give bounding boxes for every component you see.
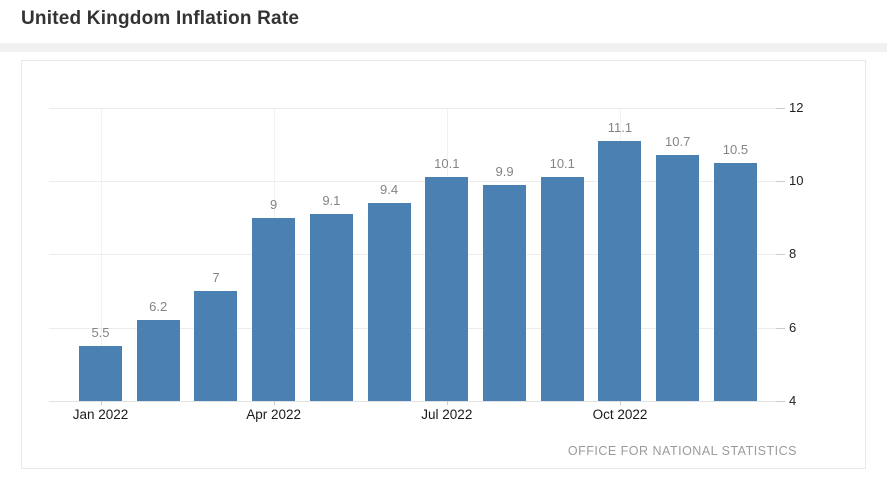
bar-jan-2022[interactable] [79, 346, 122, 401]
plot-area: 4 6 8 10 12 5.5 6.2 7 9 9.1 9.4 10.1 9.9 10.1 11.1 10.7… [22, 61, 865, 468]
bar-value-label: 9.1 [322, 193, 341, 208]
y-axis-label: 12 [789, 99, 804, 115]
x-axis-label: Jul 2022 [421, 407, 473, 422]
y-axis-tick [776, 327, 785, 329]
bar-value-label: 11.1 [607, 119, 633, 135]
bar-jul-2022[interactable] [425, 177, 469, 401]
chart-card: 4 6 8 10 12 5.5 6.2 7 9 9.1 9.4 10.1 9.9 10.1 11.1 10.7… [21, 60, 866, 469]
bar-feb-2022[interactable] [136, 320, 180, 401]
y-axis-tick [776, 107, 785, 109]
bar-jun-2022[interactable] [367, 203, 411, 401]
bar-value-label: 6.2 [149, 299, 168, 315]
x-axis-tick [100, 401, 102, 405]
horizontal-gridline [49, 327, 776, 329]
bar-value-label: 10.5 [722, 141, 749, 157]
header-divider-strip [0, 43, 887, 52]
bar-mar-2022[interactable] [194, 291, 238, 401]
x-axis-tick [273, 401, 275, 405]
title-bar: United Kingdom Inflation Rate [0, 0, 887, 43]
horizontal-gridline [49, 107, 776, 109]
horizontal-gridline [49, 401, 776, 402]
bar-oct-2022[interactable] [598, 140, 642, 401]
bar-value-label: 10.1 [549, 156, 575, 172]
bar-sep-2022[interactable] [540, 177, 584, 401]
chart-source-attribution: OFFICE FOR NATIONAL STATISTICS [567, 444, 797, 458]
y-axis-tick [776, 401, 785, 402]
bar-apr-2022[interactable] [252, 217, 296, 401]
x-axis-label: Oct 2022 [592, 407, 648, 422]
bar-value-label: 9.4 [380, 182, 399, 197]
y-axis-label: 10 [789, 173, 804, 188]
bar-dec-2022[interactable] [713, 162, 757, 401]
page-title: United Kingdom Inflation Rate [21, 8, 300, 29]
x-axis-label: Jan 2022 [72, 407, 129, 422]
bar-value-label: 10.1 [434, 156, 460, 172]
bar-value-label: 9.9 [495, 163, 514, 179]
y-axis-label: 6 [789, 319, 797, 335]
bar-value-label: 10.7 [665, 134, 691, 150]
y-axis-tick [776, 181, 785, 182]
x-axis-tick [619, 401, 621, 405]
bar-nov-2022[interactable] [656, 155, 700, 401]
y-axis-tick [776, 254, 785, 256]
x-axis-label: Apr 2022 [246, 407, 302, 422]
horizontal-gridline [49, 254, 776, 256]
bar-value-label: 9 [270, 196, 278, 212]
horizontal-gridline [49, 181, 776, 182]
bar-value-label: 5.5 [91, 325, 110, 340]
bar-may-2022[interactable] [309, 214, 353, 401]
bar-value-label: 7 [212, 270, 220, 285]
x-axis-tick [446, 401, 448, 405]
y-axis-label: 8 [789, 246, 797, 262]
y-axis-label: 4 [789, 393, 797, 408]
bar-aug-2022[interactable] [483, 184, 527, 401]
